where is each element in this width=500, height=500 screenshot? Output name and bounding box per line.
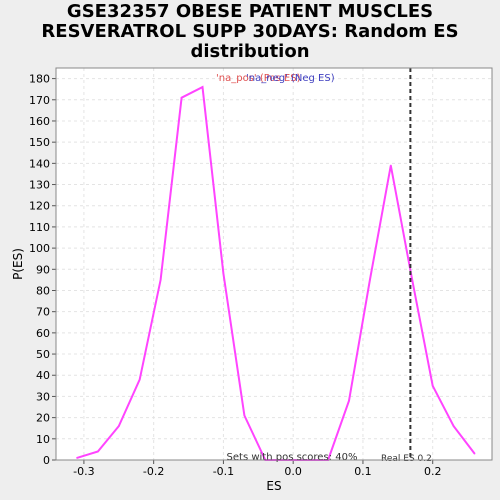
- data-point: [138, 378, 141, 381]
- data-point: [201, 86, 204, 88]
- y-tick-label: 40: [36, 369, 50, 382]
- x-tick-label: 0.2: [424, 465, 442, 478]
- plot-area: [56, 68, 492, 460]
- data-point: [222, 272, 225, 275]
- x-tick-label: -0.2: [143, 465, 164, 478]
- y-tick-label: 120: [29, 200, 50, 213]
- chart-title-line-3: distribution: [190, 41, 310, 62]
- chart-title: GSE32357 OBESE PATIENT MUSCLES RESVERATR…: [0, 2, 500, 62]
- x-axis-ticks: -0.3 -0.2 -0.1 0.0 0.1 0.2: [73, 460, 441, 478]
- data-point: [243, 414, 246, 417]
- chart-title-line-1: GSE32357 OBESE PATIENT MUSCLES: [66, 1, 434, 22]
- x-axis-label: ES: [266, 479, 281, 493]
- x-tick-label: -0.3: [73, 465, 94, 478]
- x-tick-label: 0.1: [354, 465, 372, 478]
- chart-title-line-2: RESVERATROL SUPP 30DAYS: Random ES: [41, 21, 459, 42]
- x-tick-label: -0.1: [213, 465, 234, 478]
- y-tick-label: 50: [36, 348, 50, 361]
- y-tick-label: 90: [36, 263, 50, 276]
- y-tick-label: 10: [36, 433, 50, 446]
- y-tick-label: 70: [36, 306, 50, 319]
- data-point: [452, 425, 455, 427]
- data-point: [369, 279, 371, 281]
- y-tick-label: 30: [36, 390, 50, 403]
- y-tick-label: 0: [43, 454, 50, 467]
- plot-border: [55, 67, 493, 461]
- legend-pos-label: 'na_pos' (Pos ES): [216, 73, 301, 84]
- data-point: [431, 385, 434, 387]
- y-tick-label: 180: [29, 73, 50, 86]
- data-point: [97, 450, 99, 453]
- y-axis-ticks: 0 10 20 30 40 50 60 70 80 90 100 110 120 130 140 150 160…: [29, 73, 56, 467]
- y-tick-label: 20: [36, 412, 50, 425]
- data-point: [159, 279, 162, 281]
- y-tick-label: 150: [29, 136, 50, 149]
- y-axis-label: P(ES): [11, 248, 25, 280]
- data-point: [76, 457, 78, 459]
- y-tick-label: 130: [29, 179, 50, 192]
- data-point: [390, 164, 392, 167]
- y-tick-label: 80: [36, 284, 50, 297]
- real-es-label: Real ES 0.2: [381, 454, 432, 464]
- y-tick-label: 110: [29, 221, 50, 234]
- legend-neg-label: 'na_neg' (Neg ES): [246, 73, 335, 84]
- pos-scores-annotation: Sets with pos scores: 40%: [227, 452, 358, 463]
- x-tick-label: 0.0: [284, 465, 302, 478]
- data-point: [473, 452, 476, 455]
- y-tick-label: 160: [29, 115, 50, 128]
- data-point: [348, 399, 350, 402]
- data-point: [180, 96, 183, 99]
- y-tick-label: 140: [29, 157, 50, 170]
- y-tick-label: 170: [29, 94, 50, 107]
- y-tick-label: 60: [36, 327, 50, 340]
- y-tick-label: 100: [29, 242, 50, 255]
- data-point: [117, 425, 120, 427]
